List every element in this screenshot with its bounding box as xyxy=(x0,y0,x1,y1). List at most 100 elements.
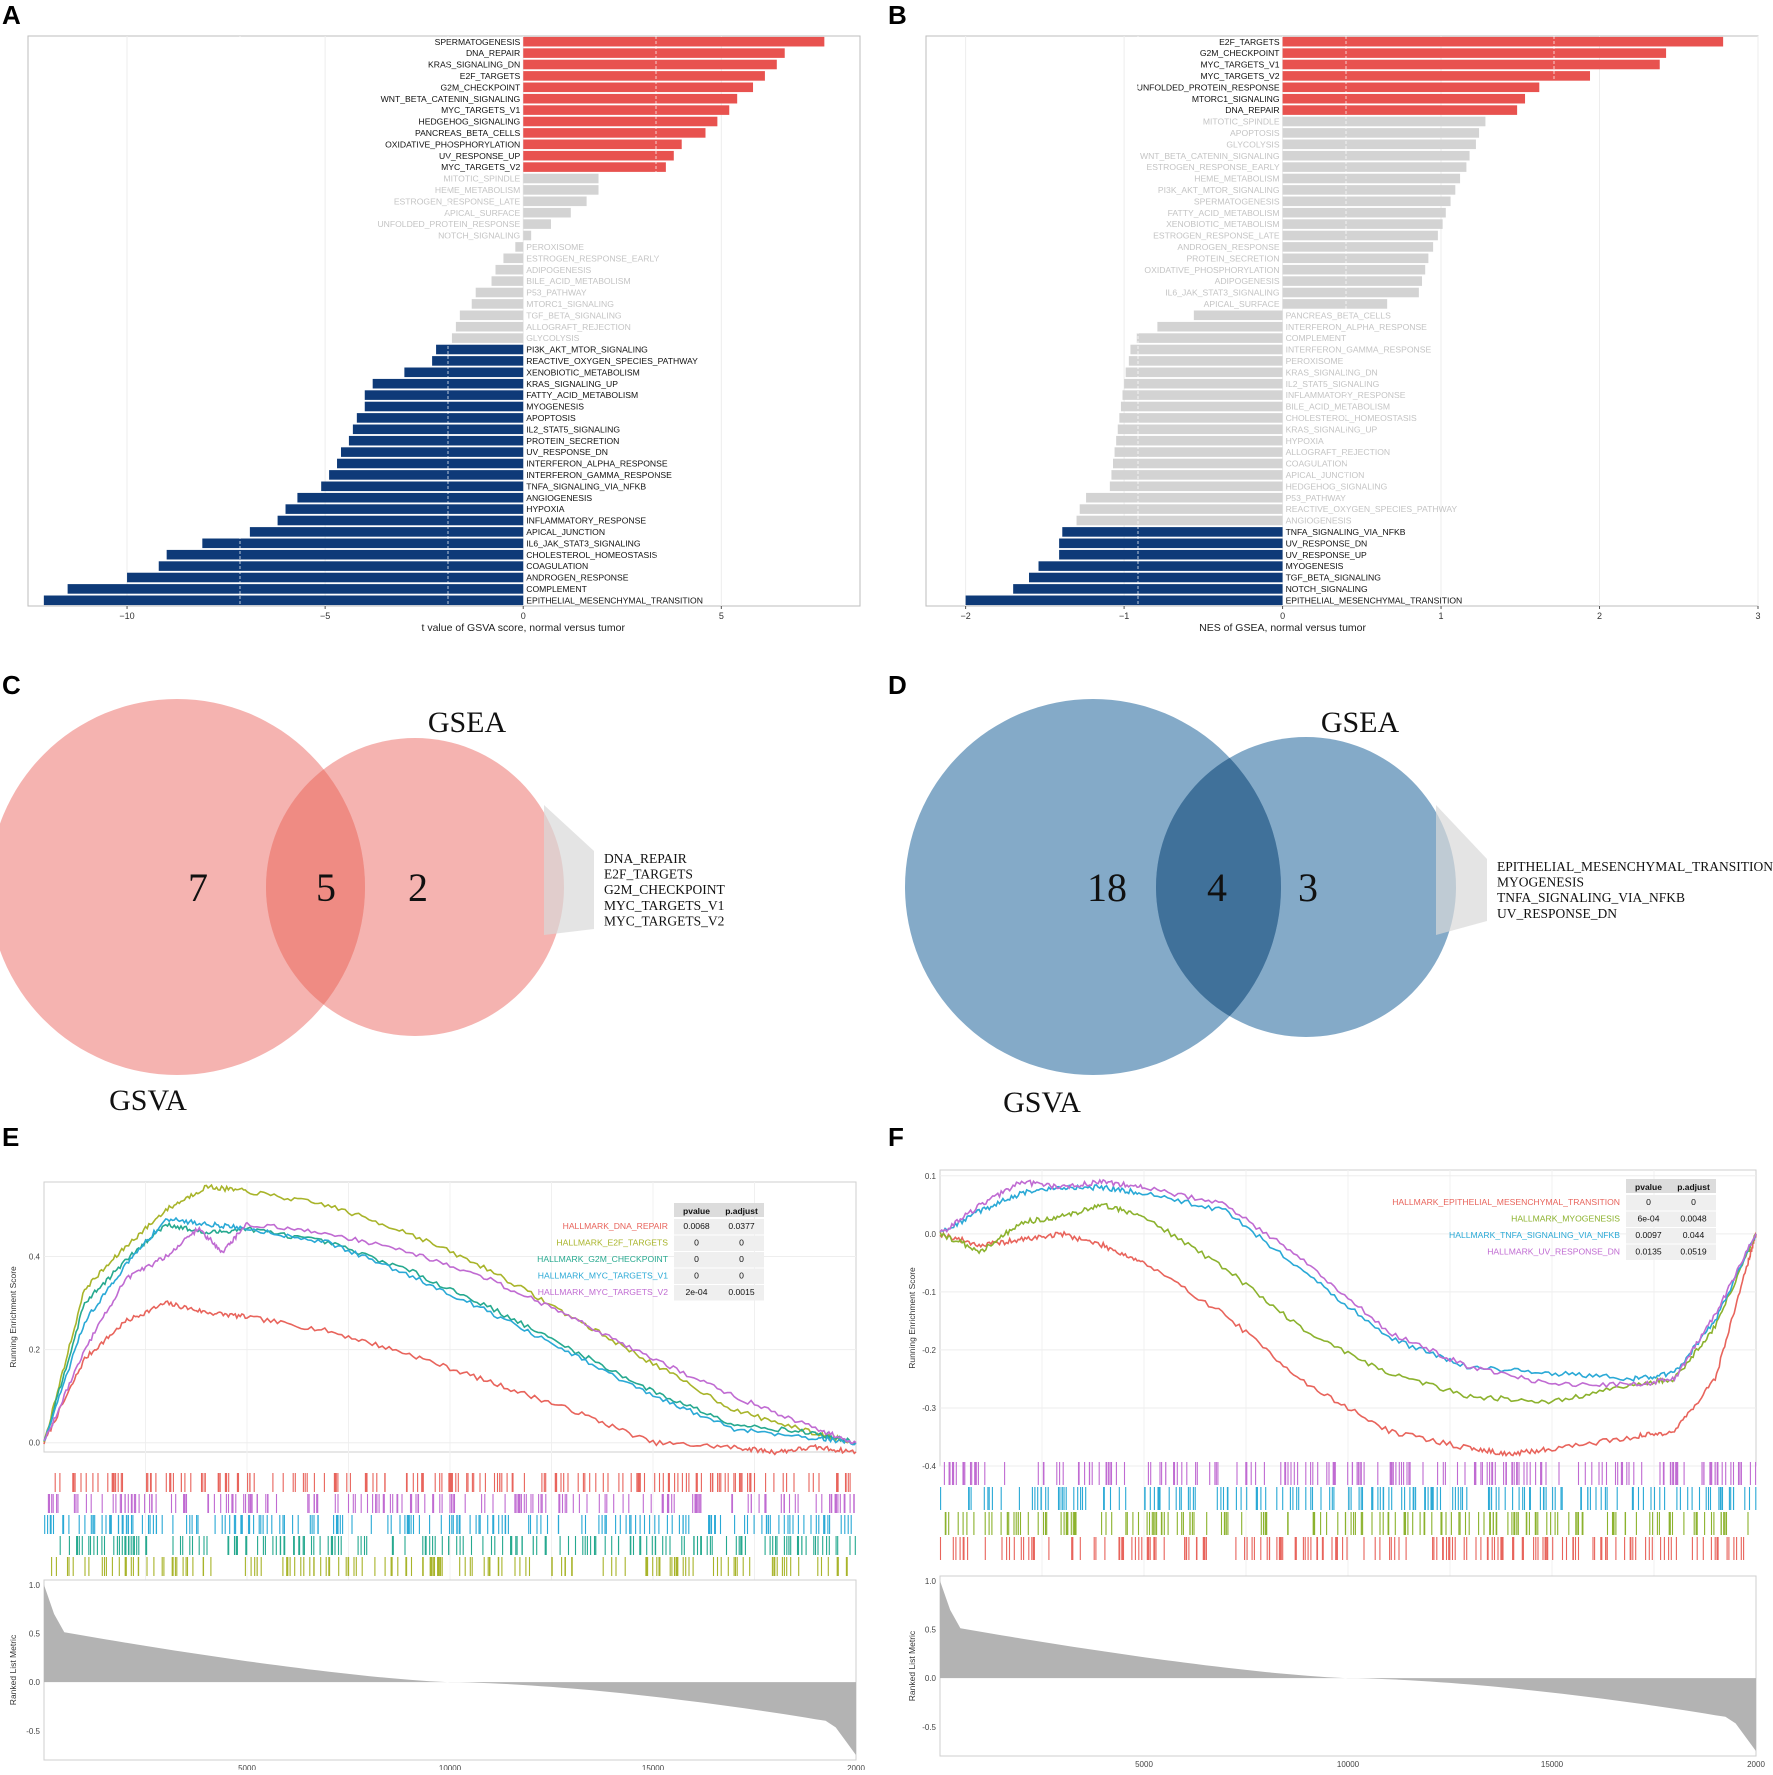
bar-label-angiogenesis: ANGIOGENESIS xyxy=(1286,516,1352,526)
bar-p53-pathway xyxy=(1086,492,1283,503)
venn-count-only-gsea: 2 xyxy=(408,865,428,910)
legend-padjust-hallmark-dna-repair: 0.0377 xyxy=(728,1221,755,1231)
legend-name-hallmark-myc-targets-v1: HALLMARK_MYC_TARGETS_V1 xyxy=(538,1271,668,1281)
es-line-hallmark-epithelial-mesenchymal-transition xyxy=(939,1230,1757,1457)
bar-label-g2m-checkpoint: G2M_CHECKPOINT xyxy=(1200,48,1280,58)
venn-set-label-gsea: GSEA xyxy=(428,706,507,739)
bar-apoptosis xyxy=(356,413,524,423)
bar-estrogen-response-early xyxy=(1282,162,1467,172)
bar-pancreas-beta-cells xyxy=(523,128,706,138)
x-tick-label: 0 xyxy=(521,611,526,621)
legend-name-hallmark-e2f-targets: HALLMARK_E2F_TARGETS xyxy=(556,1238,668,1248)
bar-label-androgen-response: ANDROGEN_RESPONSE xyxy=(1177,242,1279,252)
bar-unfolded-protein-response xyxy=(523,219,551,229)
bar-hypoxia xyxy=(1116,435,1283,446)
x-tick-label: 5000 xyxy=(1135,1760,1153,1769)
bar-il2-stat5-signaling xyxy=(352,424,524,435)
bar-uv-response-dn xyxy=(1059,538,1283,549)
hit-marks-hallmark-epithelial-mesenchymal-transition xyxy=(939,1537,1745,1560)
x-tick-label: 3 xyxy=(1755,611,1760,621)
bar-label-g2m-checkpoint: G2M_CHECKPOINT xyxy=(440,82,520,92)
x-tick-label: 2000 xyxy=(1747,1760,1765,1769)
venn-set-label-gsva: GSVA xyxy=(1003,1086,1081,1119)
bar-uv-response-dn xyxy=(340,447,524,457)
x-tick-label: 10000 xyxy=(439,1764,462,1770)
bar-fatty-acid-metabolism xyxy=(1282,207,1446,218)
bar-label-dna-repair: DNA_REPAIR xyxy=(466,48,520,58)
bar-label-adipogenesis: ADIPOGENESIS xyxy=(526,265,591,275)
bar-label-pancreas-beta-cells: PANCREAS_BETA_CELLS xyxy=(415,128,521,138)
bar-spermatogenesis xyxy=(1282,196,1451,207)
panel-letter-c: C xyxy=(2,670,21,700)
legend-header-pvalue: pvalue xyxy=(683,1206,710,1216)
x-tick-label: 15000 xyxy=(1541,1760,1564,1769)
legend-pvalue-hallmark-myc-targets-v1: 0 xyxy=(694,1271,699,1281)
legend-name-hallmark-epithelial-mesenchymal-transition: HALLMARK_EPITHELIAL_MESENCHYMAL_TRANSITI… xyxy=(1392,1197,1620,1207)
bar-label-p53-pathway: P53_PATHWAY xyxy=(1286,493,1347,503)
bar-tgf-beta-signaling xyxy=(459,310,524,321)
bar-cholesterol-homeostasis xyxy=(1119,413,1283,423)
panel-e-enrichment-plot: 0.0 0.2 0.4 Running Enrichment Score pvalue p… xyxy=(8,1181,865,1775)
bar-label-wnt-beta-catenin-signaling: WNT_BETA_CATENIN_SIGNALING xyxy=(1140,151,1280,161)
bar-cholesterol-homeostasis xyxy=(166,549,524,560)
venn-count-intersection: 4 xyxy=(1207,865,1227,910)
bar-label-reactive-oxygen-species-pathway: REACTIVE_OXYGEN_SPECIES_PATHWAY xyxy=(1286,504,1458,514)
bar-label-uv-response-up: UV_RESPONSE_UP xyxy=(439,151,520,161)
rank-y-tick-label: 0.5 xyxy=(29,1630,41,1639)
bar-interferon-gamma-response xyxy=(1130,344,1283,355)
bar-label-unfolded-protein-response: UNFOLDED_PROTEIN_RESPONSE xyxy=(1137,82,1280,92)
bar-e2f-targets xyxy=(523,71,765,81)
x-tick-label: −5 xyxy=(320,611,330,621)
rank-y-tick-label: 1.0 xyxy=(29,1581,41,1590)
legend-row-bg xyxy=(674,1268,764,1284)
bar-label-protein-secretion: PROTEIN_SECRETION xyxy=(1186,253,1279,263)
bar-label-fatty-acid-metabolism: FATTY_ACID_METABOLISM xyxy=(526,390,638,400)
bar-label-cholesterol-homeostasis: CHOLESTEROL_HOMEOSTASIS xyxy=(526,550,657,560)
ranked-list-metric-area xyxy=(44,1584,856,1756)
panel-b-gsea-bar-chart: E2F_TARGETSG2M_CHECKPOINTMYC_TARGETS_V1M… xyxy=(925,35,1761,634)
bar-label-apical-junction: APICAL_JUNCTION xyxy=(1286,470,1365,480)
bar-uv-response-up xyxy=(1059,549,1283,560)
bar-spermatogenesis xyxy=(523,36,825,47)
bar-il6-jak-stat3-signaling xyxy=(202,538,524,549)
bar-oxidative-phosphorylation xyxy=(523,139,682,150)
bar-label-il6-jak-stat3-signaling: IL6_JAK_STAT3_SIGNALING xyxy=(526,538,641,548)
legend-header-padjust: p.adjust xyxy=(1677,1182,1710,1192)
bar-apical-junction xyxy=(249,527,524,537)
bar-label-complement: COMPLEMENT xyxy=(526,584,587,594)
panel-f-enrichment-plot: 0.1 0.0 -0.1 -0.2 -0.3 -0.4 Running Enrichment… xyxy=(907,1169,1765,1775)
y-tick-label: 0.0 xyxy=(925,1230,937,1239)
venn-callout-wedge xyxy=(544,805,594,935)
y-tick-label: -0.4 xyxy=(922,1462,936,1471)
bar-apical-junction xyxy=(1111,470,1283,480)
es-line-hallmark-e2f-targets xyxy=(43,1183,857,1446)
bar-label-androgen-response: ANDROGEN_RESPONSE xyxy=(526,573,628,583)
bar-label-kras-signaling-dn: KRAS_SIGNALING_DN xyxy=(428,60,520,70)
venn-count-only-gsva: 7 xyxy=(188,865,208,910)
bar-wnt-beta-catenin-signaling xyxy=(1282,150,1470,161)
bar-label-mitotic-spindle: MITOTIC_SPINDLE xyxy=(444,174,521,184)
bar-tnfa-signaling-via-nfkb xyxy=(321,481,524,492)
bar-kras-signaling-dn xyxy=(1125,367,1283,378)
bar-tgf-beta-signaling xyxy=(1029,572,1283,583)
bar-label-xenobiotic-metabolism: XENOBIOTIC_METABOLISM xyxy=(1166,219,1280,229)
legend-name-hallmark-g2m-checkpoint: HALLMARK_G2M_CHECKPOINT xyxy=(537,1254,669,1264)
legend-pvalue-hallmark-g2m-checkpoint: 0 xyxy=(694,1254,699,1264)
bar-inflammatory-response xyxy=(277,515,524,526)
bar-label-hypoxia: HYPOXIA xyxy=(526,504,564,514)
bar-label-myc-targets-v2: MYC_TARGETS_V2 xyxy=(441,162,520,172)
bar-label-kras-signaling-up: KRAS_SIGNALING_UP xyxy=(1286,424,1378,434)
legend-padjust-hallmark-myogenesis: 0.0048 xyxy=(1680,1214,1707,1224)
bar-heme-metabolism xyxy=(1282,173,1461,184)
bar-myc-targets-v1 xyxy=(1282,59,1660,70)
legend-name-hallmark-myc-targets-v2: HALLMARK_MYC_TARGETS_V2 xyxy=(538,1287,668,1297)
bar-label-mtorc1-signaling: MTORC1_SIGNALING xyxy=(1192,94,1280,104)
bar-hedgehog-signaling xyxy=(1109,481,1283,492)
legend-pvalue-hallmark-tnfa-signaling-via-nfkb: 0.0097 xyxy=(1635,1230,1662,1240)
bar-label-kras-signaling-up: KRAS_SIGNALING_UP xyxy=(526,379,618,389)
bar-dna-repair xyxy=(1282,105,1518,115)
legend-pvalue-hallmark-myc-targets-v2: 2e-04 xyxy=(686,1287,708,1297)
venn-count-only-gsea: 3 xyxy=(1298,865,1318,910)
bar-label-heme-metabolism: HEME_METABOLISM xyxy=(1194,174,1279,184)
legend-padjust-hallmark-uv-response-dn: 0.0519 xyxy=(1680,1247,1707,1257)
